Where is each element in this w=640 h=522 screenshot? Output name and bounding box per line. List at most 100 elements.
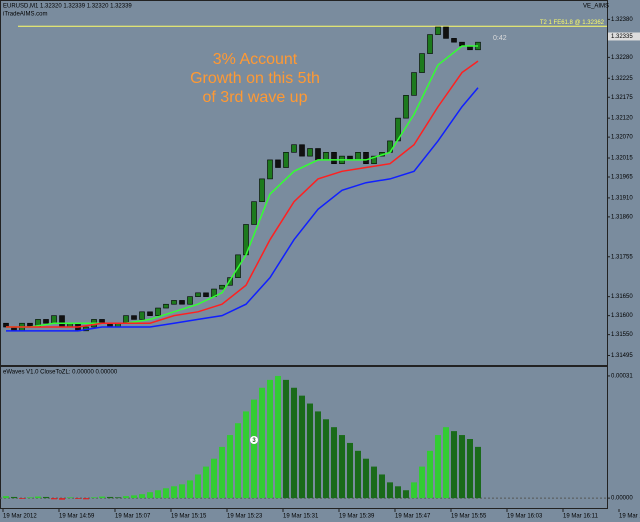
y-tick-label: 1.31965	[611, 175, 633, 181]
histogram-bar	[171, 486, 177, 499]
histogram-bar	[147, 492, 153, 499]
histogram-bar	[139, 494, 145, 499]
y-tick-label: 1.32015	[611, 156, 633, 162]
histogram-bar	[43, 496, 49, 499]
sub-title: eWaves V1.0 CloseToZL: 0.00000 0.00000	[3, 370, 118, 376]
histogram-bar	[19, 498, 25, 499]
histogram-bar	[91, 497, 97, 499]
histogram-bar	[131, 495, 137, 499]
candle	[131, 315, 137, 320]
x-tick-label: 19 Mar 15:15	[171, 514, 207, 520]
candle	[203, 292, 209, 297]
y-tick-label: 1.31495	[611, 353, 633, 359]
candle	[219, 284, 225, 290]
histogram-bar	[339, 435, 345, 499]
histogram-bar	[467, 439, 473, 499]
histogram-bar	[443, 427, 449, 499]
timer: 0:42	[493, 35, 507, 42]
annotation: Growth on this 5th	[190, 70, 320, 87]
histogram-bar	[299, 395, 305, 499]
histogram-bar	[155, 490, 161, 499]
candle	[315, 148, 321, 161]
histogram-bar	[371, 466, 377, 499]
histogram-bar	[267, 379, 273, 499]
candle	[435, 26, 441, 35]
y-tick-label: 1.31860	[611, 214, 633, 220]
x-tick-label: 19 Mar 16:11	[563, 514, 599, 520]
histogram-bar	[219, 446, 225, 499]
histogram-bar	[123, 496, 129, 499]
sub-frame	[0, 366, 608, 509]
candle	[187, 296, 193, 305]
x-tick-label: 19 Mar 15:23	[227, 514, 263, 520]
candle	[171, 300, 177, 305]
y-tick-label: 1.31910	[611, 195, 633, 201]
histogram-bar	[403, 490, 409, 499]
x-tick-label: 19 Mar 16:19	[619, 514, 640, 520]
histogram-bar	[195, 474, 201, 499]
candle	[323, 152, 329, 161]
source: iTradeAIMS.com	[3, 12, 47, 18]
histogram-bar	[3, 496, 9, 499]
x-tick-label: 19 Mar 14:59	[59, 514, 95, 520]
candle	[147, 311, 153, 316]
candle	[371, 155, 377, 165]
histogram-bar	[211, 458, 217, 499]
x-tick-label: 19 Mar 15:31	[283, 514, 319, 520]
histogram-bar	[203, 466, 209, 499]
histogram-bar	[27, 497, 33, 499]
x-tick-label: 19 Mar 15:55	[451, 514, 487, 520]
histogram-bar	[475, 446, 481, 499]
candle	[59, 315, 65, 328]
y-tick-label: 1.32225	[611, 76, 633, 82]
candle	[283, 152, 289, 168]
y-tick-label: 1.32120	[611, 116, 633, 122]
price-label: 1.32335	[611, 34, 633, 40]
histogram-bar	[35, 496, 41, 499]
y-tick-label: 1.32380	[611, 17, 633, 23]
histogram-bar	[291, 387, 297, 499]
histogram-bar	[251, 399, 257, 499]
candle	[179, 300, 185, 305]
y-tick-label: 1.31550	[611, 332, 633, 338]
histogram-bar	[163, 488, 169, 499]
candle	[139, 311, 145, 320]
histogram-bar	[243, 411, 249, 499]
moving-average	[6, 45, 478, 328]
annotation: of 3rd wave up	[203, 89, 308, 106]
moving-average	[6, 60, 479, 328]
histogram-bar	[427, 450, 433, 499]
histogram-bar	[283, 379, 289, 499]
histogram-bar	[331, 427, 337, 499]
y2-tick-label: 0.00000	[611, 496, 633, 502]
candle	[251, 201, 257, 225]
y-tick-label: 1.31650	[611, 294, 633, 300]
x-tick-label: 19 Mar 16:03	[507, 514, 543, 520]
candle	[443, 26, 449, 39]
x-tick-label: 19 Mar 15:07	[115, 514, 151, 520]
candle	[291, 144, 297, 153]
histogram-bar	[227, 435, 233, 499]
histogram-bar	[411, 482, 417, 499]
histogram-bar	[235, 423, 241, 499]
histogram-bar	[67, 497, 73, 499]
price-box	[608, 32, 640, 41]
histogram-bar	[315, 411, 321, 499]
candle	[267, 159, 273, 180]
histogram-bar	[451, 431, 457, 499]
histogram-bar	[107, 496, 113, 499]
histogram-bar	[51, 498, 57, 500]
candle	[259, 178, 265, 202]
x-tick-label: 19 Mar 15:39	[339, 514, 375, 520]
candle	[331, 152, 337, 165]
histogram-bar	[347, 442, 353, 499]
y2-tick-label: 0.00031	[611, 374, 633, 380]
histogram-bar	[115, 497, 121, 499]
histogram-bar	[11, 496, 17, 499]
candle	[403, 95, 409, 119]
histogram-bar	[395, 486, 401, 499]
histogram-bar	[179, 484, 185, 499]
histogram-bar	[99, 496, 105, 499]
wave-marker: 3	[252, 438, 256, 444]
